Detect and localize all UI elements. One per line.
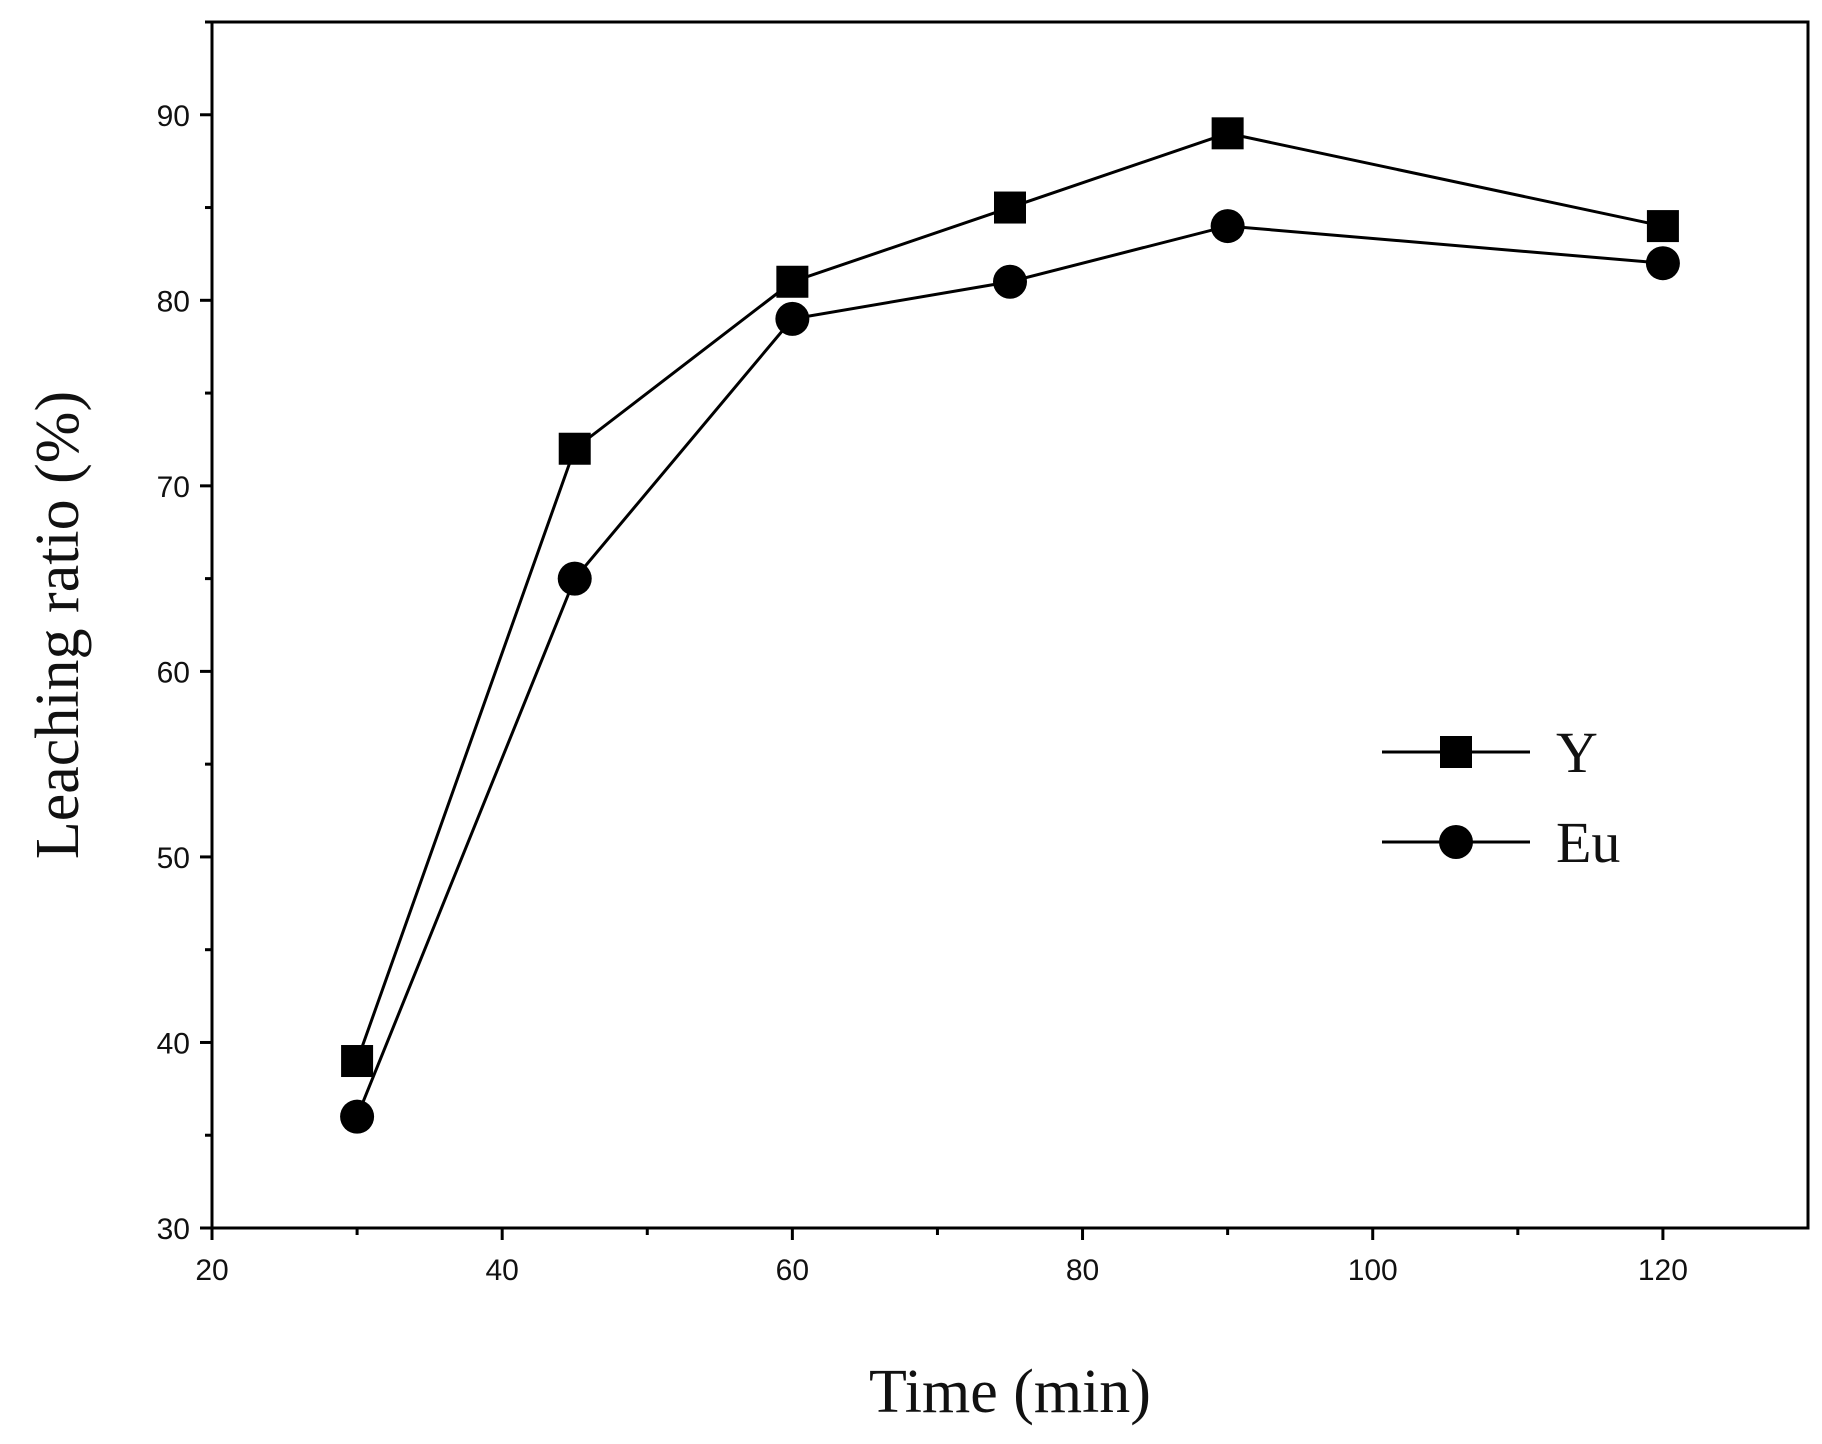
- data-point-eu: [557, 561, 592, 596]
- data-point-eu: [340, 1099, 375, 1134]
- legend-square-marker: [1440, 736, 1472, 768]
- tick-labels: 20 40 60 80 100 120 30 40 50 60 70 80 90: [157, 100, 1688, 1287]
- y-tick-label: 70: [157, 471, 190, 504]
- x-tick-label: 80: [1066, 1254, 1099, 1287]
- plot-frame: [210, 20, 1810, 1230]
- series-y: [341, 117, 1679, 1078]
- data-point-y: [1646, 210, 1679, 243]
- x-tick-label: 20: [195, 1254, 228, 1287]
- y-tick-label: 90: [157, 100, 190, 133]
- x-tick-label: 60: [776, 1254, 809, 1287]
- axes: [210, 20, 1810, 1230]
- series-line-eu: [355, 224, 1664, 1118]
- x-tick-label: 120: [1638, 1254, 1688, 1287]
- y-tick-label: 50: [157, 842, 190, 875]
- y-tick-label: 30: [157, 1213, 190, 1246]
- data-point-eu: [1210, 209, 1245, 244]
- data-point-y: [341, 1045, 374, 1078]
- data-point-y: [994, 191, 1026, 224]
- y-tick-label: 80: [157, 285, 190, 318]
- data-point-y: [776, 265, 809, 298]
- y-tick-label: 60: [157, 656, 190, 689]
- data-point-eu: [775, 301, 810, 336]
- y-axis-title: Leaching ratio (%): [24, 391, 92, 859]
- series-line-y: [355, 131, 1664, 1062]
- data-point-eu: [1645, 246, 1680, 281]
- legend-circle-marker: [1439, 825, 1473, 859]
- y-tick-label: 40: [157, 1027, 190, 1060]
- series-eu: [340, 209, 1680, 1134]
- tick-marks: [200, 20, 1665, 1240]
- legend-label-eu: Eu: [1556, 810, 1620, 875]
- x-tick-label: 100: [1348, 1254, 1398, 1287]
- data-point-y: [1211, 117, 1244, 150]
- x-tick-label: 40: [485, 1254, 518, 1287]
- data-point-y: [558, 432, 591, 465]
- x-axis-title: Time (min): [869, 1358, 1151, 1426]
- legend-label-y: Y: [1556, 720, 1598, 785]
- legend: Y Eu: [1382, 720, 1620, 875]
- data-point-eu: [993, 264, 1027, 299]
- data-series: [340, 117, 1680, 1134]
